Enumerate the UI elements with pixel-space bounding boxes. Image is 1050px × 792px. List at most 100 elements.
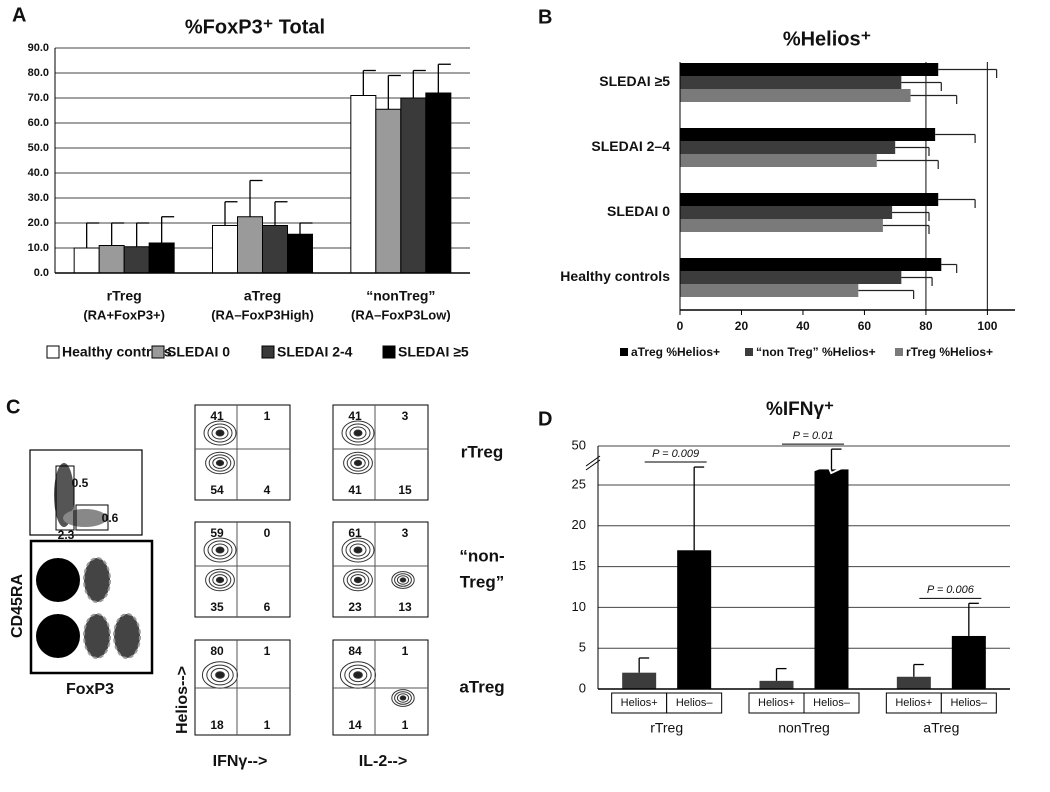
legend-swatch [261, 345, 275, 359]
quadrant-value: 23 [348, 600, 362, 614]
x-tick-label: aTreg [923, 720, 959, 736]
series-box [940, 692, 997, 714]
bar [680, 128, 936, 141]
x-tick-label: 80 [919, 319, 933, 333]
x-tick-label: 0 [677, 319, 684, 333]
y-tick-label: 40.0 [28, 167, 49, 179]
y-tick-label: SLEDAI 0 [607, 203, 670, 219]
quadrant-value: 41 [348, 483, 362, 497]
y-tick-label: 50.0 [28, 142, 49, 154]
contour [215, 459, 225, 467]
y-tick-label: 70.0 [28, 92, 49, 104]
y-tick-label: 15 [572, 558, 586, 573]
bar [350, 95, 377, 274]
annotation: P = 0.009 [652, 448, 699, 460]
y-tick-label: 30.0 [28, 192, 49, 204]
quadrant-value: 6 [264, 600, 271, 614]
contour [394, 691, 412, 705]
bar [680, 284, 859, 297]
contour [391, 689, 415, 707]
bar [680, 206, 893, 219]
quadrant-value: 54 [210, 483, 224, 497]
contour [391, 571, 415, 589]
legend-label: rTreg %Helios+ [906, 345, 993, 359]
legend-swatch [46, 345, 60, 359]
series-box [666, 692, 723, 714]
contour [211, 426, 229, 440]
legend-label: Healthy controls [62, 344, 172, 360]
contour [353, 576, 363, 584]
schematic-population [113, 613, 141, 659]
x-tick-label: aTreg [244, 288, 281, 304]
gate-value: 2.3 [58, 528, 75, 542]
series-label: Helios+ [621, 697, 658, 709]
axis-break [585, 455, 601, 467]
y-tick-label: SLEDAI ≥5 [599, 73, 670, 89]
row-label: aTreg [459, 677, 504, 696]
x-tick-sublabel: (RA+FoxP3+) [83, 307, 165, 322]
x-tick-sublabel: (RA–FoxP3High) [211, 307, 314, 322]
legend-swatch [895, 348, 903, 356]
y-tick-label: Healthy controls [560, 268, 670, 284]
contour [346, 571, 370, 589]
bar [148, 242, 175, 274]
series-box [803, 692, 860, 714]
quadrant-value: 80 [210, 644, 224, 658]
panel-letter: C [6, 396, 20, 418]
schematic-population [83, 557, 111, 603]
quadrant-value: 4 [264, 483, 271, 497]
quadrant-value: 1 [264, 718, 271, 732]
contour [353, 429, 363, 437]
contour [208, 571, 232, 589]
bar [680, 154, 877, 167]
bar [400, 97, 427, 274]
schematic-population [83, 613, 111, 659]
bar [814, 469, 849, 689]
contour [210, 667, 230, 683]
bar [680, 271, 902, 284]
legend-label: aTreg %Helios+ [631, 345, 720, 359]
annotation: P = 0.01 [793, 430, 834, 442]
contour [353, 671, 363, 679]
bar [262, 225, 288, 274]
quadrant-value: 13 [398, 600, 412, 614]
contour [206, 664, 234, 686]
contour [399, 695, 407, 701]
contour [205, 568, 235, 592]
quadrant-value: 41 [348, 409, 362, 423]
quadrant-value: 41 [210, 409, 224, 423]
axis-break [585, 459, 601, 471]
axis-label: FoxP3 [66, 681, 114, 698]
bar [237, 216, 263, 274]
contour [208, 454, 232, 472]
contour [396, 693, 410, 703]
contour [344, 664, 372, 686]
contour [349, 426, 367, 440]
bar [951, 635, 986, 689]
contour [353, 546, 363, 554]
contour [212, 457, 228, 469]
legend-swatch [382, 345, 396, 359]
bar-break [812, 463, 849, 475]
contour [211, 543, 229, 557]
y-tick-label: 20 [572, 517, 586, 532]
bar [680, 63, 939, 76]
contour [345, 423, 371, 443]
row-label: rTreg [461, 442, 504, 461]
series-label: Helios– [950, 697, 988, 709]
panel-letter: B [538, 6, 552, 28]
schematic-population [36, 558, 80, 602]
contour [203, 537, 237, 563]
contour-plot-frame [194, 521, 291, 618]
quadrant-value: 1 [264, 644, 271, 658]
contour [353, 459, 363, 467]
x-tick-label: 40 [796, 319, 810, 333]
x-tick-label: 20 [735, 319, 749, 333]
series-label: Helios– [813, 697, 851, 709]
quadrant-value: 1 [264, 409, 271, 423]
y-tick-label: 25 [572, 476, 586, 491]
bar [622, 672, 657, 689]
bar [680, 141, 896, 154]
contour [345, 540, 371, 560]
